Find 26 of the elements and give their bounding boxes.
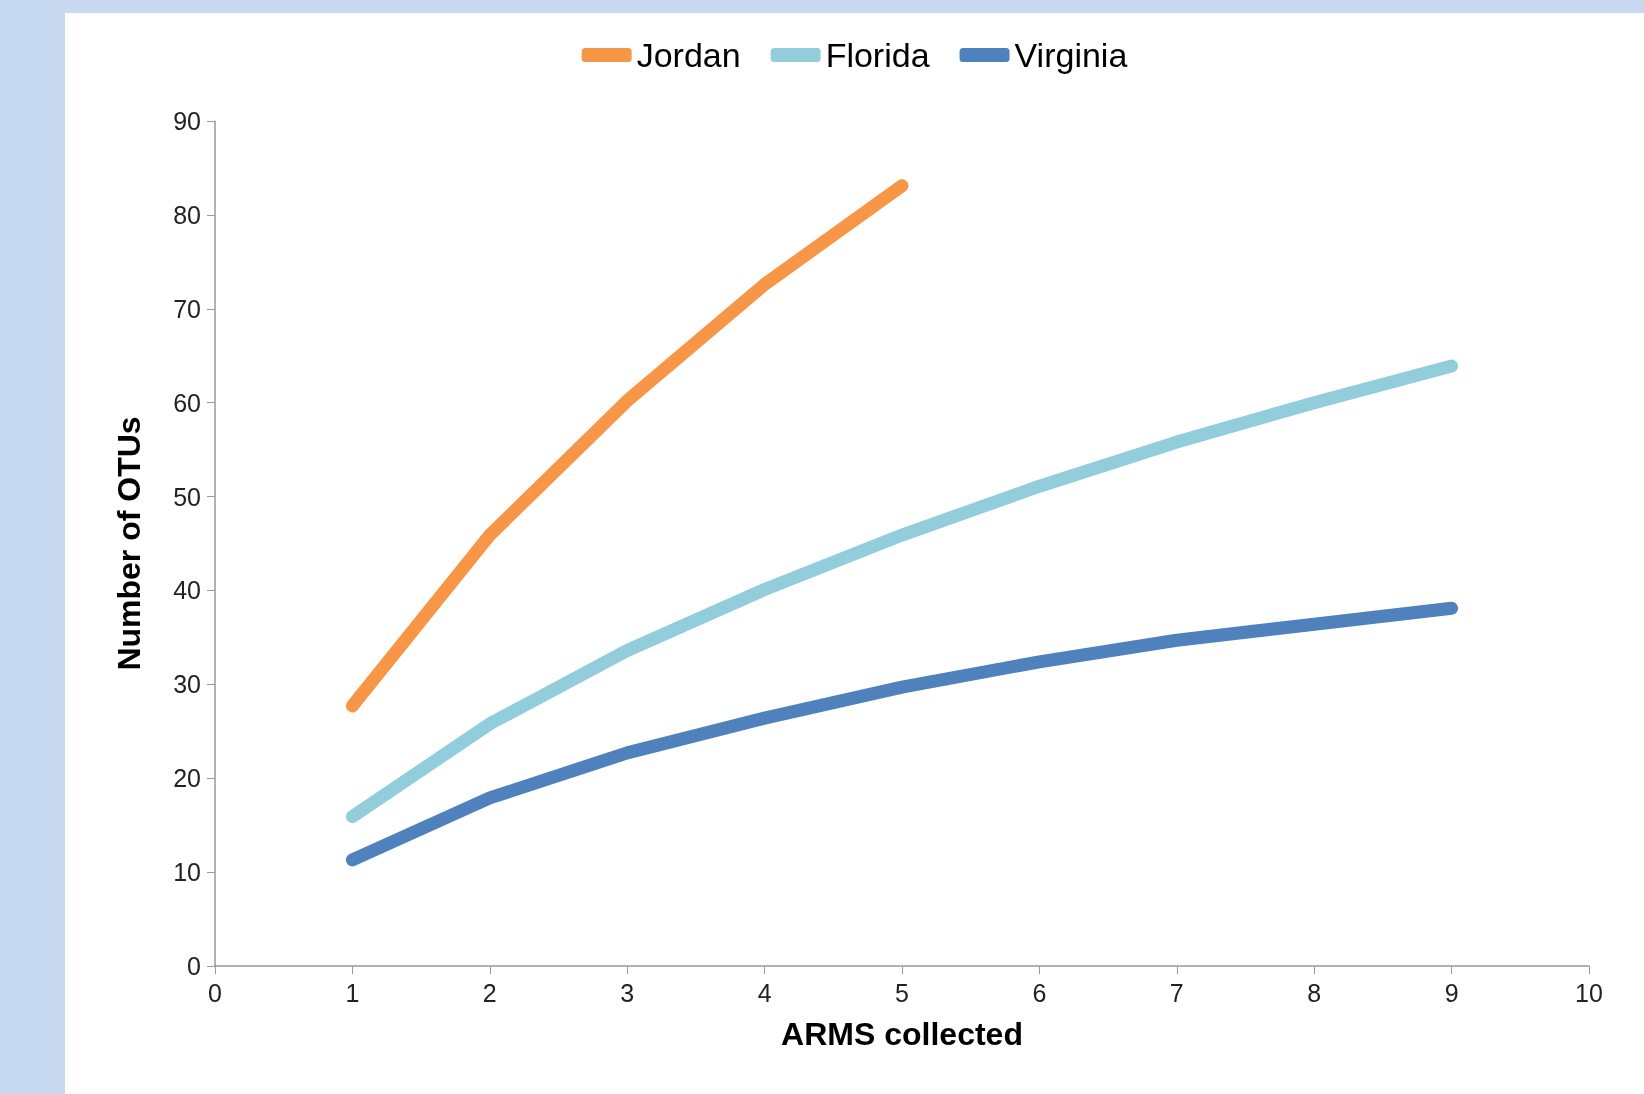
y-tick-label: 90 xyxy=(173,107,201,135)
legend-label: Jordan xyxy=(636,36,741,74)
x-tick-label: 9 xyxy=(1444,978,1459,1007)
x-tick-label: 2 xyxy=(482,978,497,1007)
legend-label: Virginia xyxy=(1014,36,1128,74)
y-tick-label: 50 xyxy=(173,482,201,511)
x-tick-label: 4 xyxy=(757,978,772,1007)
x-tick-label: 5 xyxy=(895,978,909,1007)
y-tick-label: 40 xyxy=(173,576,201,605)
x-tick-label: 1 xyxy=(345,978,360,1007)
y-tick-label: 0 xyxy=(187,952,201,980)
x-tick-label: 3 xyxy=(620,978,635,1007)
y-tick-label: 70 xyxy=(173,294,201,323)
y-axis-title: Number of OTUs xyxy=(111,416,147,671)
x-tick-label: 8 xyxy=(1307,978,1322,1007)
y-tick-label: 10 xyxy=(173,858,201,887)
legend-label: Florida xyxy=(825,36,930,74)
y-tick-label: 30 xyxy=(173,670,201,699)
x-tick-label: 0 xyxy=(208,978,222,1007)
y-tick-label: 60 xyxy=(173,388,201,417)
x-tick-label: 10 xyxy=(1575,978,1603,1007)
x-tick-label: 7 xyxy=(1169,978,1184,1007)
x-tick-label: 6 xyxy=(1032,978,1047,1007)
y-tick-label: 20 xyxy=(173,764,201,793)
y-tick-label: 80 xyxy=(173,200,201,229)
x-axis-title: ARMS collected xyxy=(781,1016,1023,1052)
